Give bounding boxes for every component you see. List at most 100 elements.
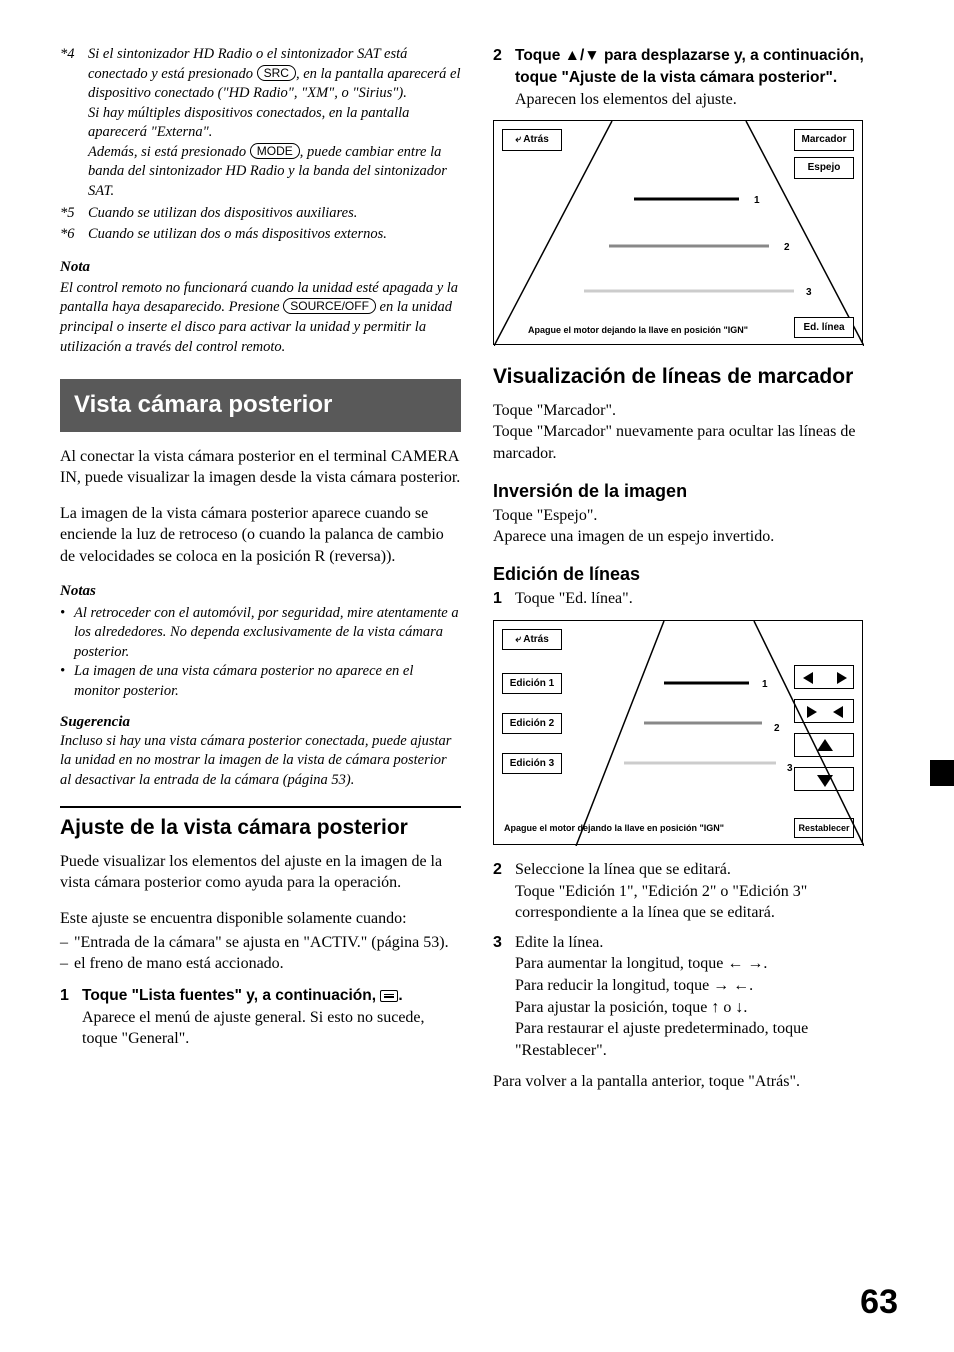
edge-tab: [930, 760, 954, 786]
body-paragraph: Al conectar la vista cámara posterior en…: [60, 446, 461, 489]
edicion2-button[interactable]: Edición 2: [502, 713, 562, 735]
svg-text:3: 3: [806, 287, 812, 298]
dash-text: el freno de mano está accionado.: [74, 953, 284, 975]
footnote-num: *6: [60, 225, 88, 245]
arrow-lr-in[interactable]: [794, 699, 854, 723]
sugerencia-text: Incluso si hay una vista cámara posterio…: [60, 732, 461, 791]
footnote-5: *5 Cuando se utilizan dos dispositivos a…: [60, 204, 461, 224]
step-number: 2: [493, 45, 515, 110]
src-key: SRC: [257, 65, 296, 81]
footnote-num: *4: [60, 45, 88, 202]
step-number: 3: [493, 932, 515, 1062]
footnote-6: *6 Cuando se utilizan dos o más disposit…: [60, 225, 461, 245]
dash-mark: –: [60, 953, 74, 975]
step-c1: 1 Toque "Ed. línea".: [493, 588, 894, 610]
step-line: Seleccione la línea que se editará.: [515, 861, 731, 878]
edicion1-button[interactable]: Edición 1: [502, 673, 562, 695]
source-off-key: SOURCE/OFF: [283, 298, 376, 314]
screen-line-edit: 1 2 3 ⤶ Atrás Edición 1 Edición 2 Edició…: [493, 620, 863, 845]
step-line: Para reducir la longitud, toque → ←.: [515, 977, 753, 994]
subsub-heading: Edición de líneas: [493, 562, 894, 586]
bullet-item: •Al retroceder con el automóvil, por seg…: [60, 604, 461, 663]
bullet-dot: •: [60, 662, 74, 701]
back-button[interactable]: ⤶ Atrás: [502, 629, 562, 651]
footnote-num: *5: [60, 204, 88, 224]
notas-heading: Notas: [60, 581, 461, 601]
arrow-lr-out[interactable]: [794, 665, 854, 689]
step-body: Edite la línea. Para aumentar la longitu…: [515, 932, 894, 1062]
screen-lines: 1 2 3: [494, 121, 864, 346]
step-number: 2: [493, 859, 515, 924]
svg-text:2: 2: [784, 242, 790, 253]
left-column: *4 Si el sintonizador HD Radio o el sint…: [60, 45, 461, 1107]
body-paragraph: La imagen de la vista cámara posterior a…: [60, 503, 461, 568]
right-column: 2 Toque ▲/▼ para desplazarse y, a contin…: [493, 45, 894, 1107]
subsub-heading: Inversión de la imagen: [493, 479, 894, 503]
step-bold-text: Toque "Lista fuentes" y, a continuación,: [82, 987, 380, 1004]
subsection-heading: Visualización de líneas de marcador: [493, 363, 894, 391]
body-paragraph: Este ajuste se encuentra disponible sola…: [60, 908, 461, 930]
divider: [60, 806, 461, 808]
step-bold-tail: .: [398, 987, 402, 1004]
screen-footer-msg: Apague el motor dejando la llave en posi…: [494, 324, 782, 336]
step-line: Para ajustar la posición, toque ↑ o ↓.: [515, 999, 747, 1016]
back-button[interactable]: ⤶ Atrás: [502, 129, 562, 151]
bullet-dot: •: [60, 604, 74, 663]
edicion3-button[interactable]: Edición 3: [502, 753, 562, 775]
step-line: Para aumentar la longitud, toque ← →.: [515, 955, 767, 972]
marker-button[interactable]: Marcador: [794, 129, 854, 151]
step-number: 1: [493, 588, 515, 610]
edlinea-button[interactable]: Ed. línea: [794, 317, 854, 339]
svg-text:1: 1: [754, 195, 760, 206]
step-body: Toque "Ed. línea".: [515, 588, 894, 610]
bullet-text: La imagen de una vista cámara posterior …: [74, 662, 461, 701]
svg-text:1: 1: [762, 679, 768, 690]
step-bold: Toque ▲/▼ para desplazarse y, a continua…: [515, 47, 864, 86]
arrow-up[interactable]: [794, 733, 854, 757]
mode-key: MODE: [250, 143, 300, 159]
step-c2: 2 Seleccione la línea que se editará. To…: [493, 859, 894, 924]
footnote-text: Si el sintonizador HD Radio o el sintoni…: [88, 45, 461, 202]
step-line: Toque "Edición 1", "Edición 2" o "Edició…: [515, 883, 807, 922]
sugerencia-heading: Sugerencia: [60, 712, 461, 732]
dash-item: –"Entrada de la cámara" se ajusta en "AC…: [60, 932, 461, 954]
step-body: Toque "Lista fuentes" y, a continuación,…: [82, 985, 461, 1050]
step-plain: Aparece el menú de ajuste general. Si es…: [82, 1009, 425, 1048]
body-paragraph: Toque "Espejo". Aparece una imagen de un…: [493, 505, 894, 548]
footnote-text: Cuando se utilizan dos dispositivos auxi…: [88, 204, 357, 224]
settings-icon: [380, 990, 398, 1002]
section-title-bar: Vista cámara posterior: [60, 379, 461, 431]
step-c3: 3 Edite la línea. Para aumentar la longi…: [493, 932, 894, 1062]
subsection-heading: Ajuste de la vista cámara posterior: [60, 814, 461, 842]
arrow-down[interactable]: [794, 767, 854, 791]
page-number: 63: [860, 1280, 898, 1326]
bullet-text: Al retroceder con el automóvil, por segu…: [74, 604, 461, 663]
footnote-text: Cuando se utilizan dos o más dispositivo…: [88, 225, 387, 245]
svg-text:2: 2: [774, 723, 780, 734]
step-1: 1 Toque "Lista fuentes" y, a continuació…: [60, 985, 461, 1050]
dash-item: –el freno de mano está accionado.: [60, 953, 461, 975]
svg-text:3: 3: [787, 763, 793, 774]
espejo-button[interactable]: Espejo: [794, 157, 854, 179]
screen-camera-settings: 1 2 3 ⤶ Atrás Marcador Espejo Ed. línea …: [493, 120, 863, 345]
screen-footer-msg: Apague el motor dejando la llave en posi…: [504, 822, 724, 834]
reset-button[interactable]: Restablecer: [794, 818, 854, 838]
nota-text: El control remoto no funcionará cuando l…: [60, 279, 461, 357]
nota-heading: Nota: [60, 257, 461, 277]
step-line: Edite la línea.: [515, 934, 603, 951]
bullet-item: •La imagen de una vista cámara posterior…: [60, 662, 461, 701]
step-bold: Toque "Lista fuentes" y, a continuación,…: [82, 987, 403, 1004]
dash-text: "Entrada de la cámara" se ajusta en "ACT…: [74, 932, 449, 954]
step-number: 1: [60, 985, 82, 1050]
step-body: Toque ▲/▼ para desplazarse y, a continua…: [515, 45, 894, 110]
body-paragraph: Puede visualizar los elementos del ajust…: [60, 851, 461, 894]
step-2: 2 Toque ▲/▼ para desplazarse y, a contin…: [493, 45, 894, 110]
back-label: Atrás: [523, 134, 549, 145]
step-body: Seleccione la línea que se editará. Toqu…: [515, 859, 894, 924]
dash-mark: –: [60, 932, 74, 954]
step-line: Para restaurar el ajuste predeterminado,…: [515, 1020, 808, 1059]
body-paragraph: Para volver a la pantalla anterior, toqu…: [493, 1071, 894, 1093]
body-paragraph: Toque "Marcador". Toque "Marcador" nueva…: [493, 400, 894, 465]
footnote-4: *4 Si el sintonizador HD Radio o el sint…: [60, 45, 461, 202]
step-plain: Aparecen los elementos del ajuste.: [515, 91, 737, 108]
